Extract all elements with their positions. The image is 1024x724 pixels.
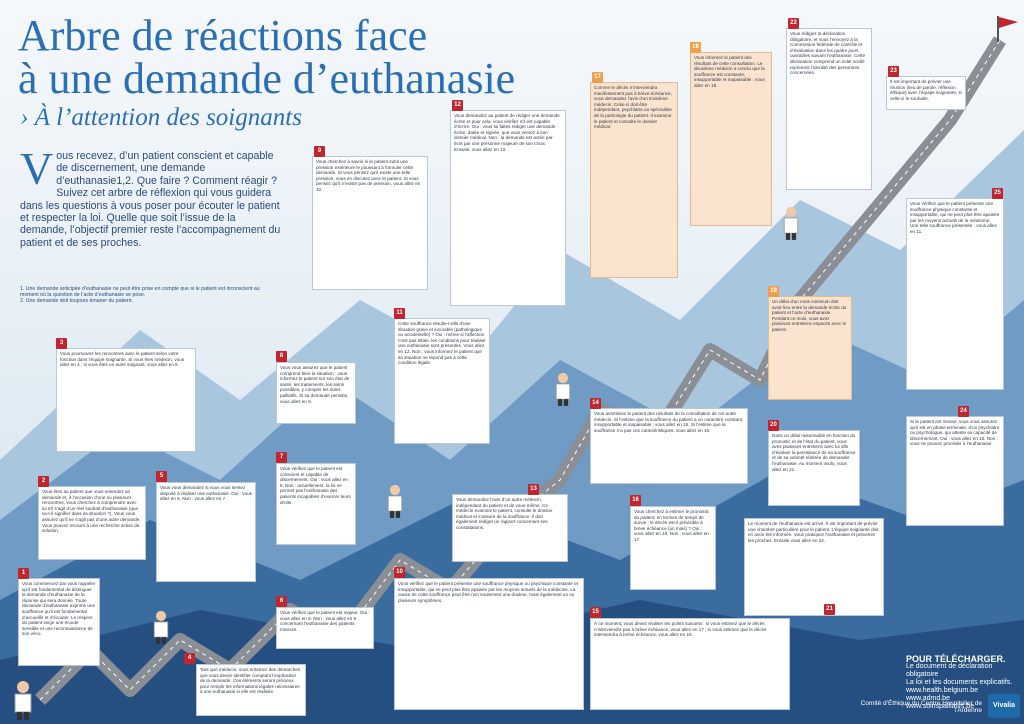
step-box-12: Vous demandez au patient de rédiger une … <box>450 110 566 306</box>
doctor-figure <box>14 681 32 720</box>
step-box-14: Vous avertissez le patient des résultats… <box>590 408 748 484</box>
step-box-18: Vous informez le patient des résultats d… <box>690 52 772 226</box>
doctor-figure <box>783 206 799 240</box>
step-box-25: Vous vérifiez que le patient présente un… <box>906 198 1004 390</box>
step-number: 21 <box>824 604 835 615</box>
step-number: 23 <box>888 66 899 77</box>
step-number: 25 <box>992 188 1003 199</box>
step-box-1: Vous commencez par vous rappeler qu’il e… <box>18 578 100 666</box>
step-number: 10 <box>394 567 405 578</box>
summit-flag-icon <box>997 16 1018 42</box>
step-box-5: Vous vous demandez si vous vous sentez d… <box>156 482 256 582</box>
step-number: 19 <box>768 286 779 297</box>
step-number: 13 <box>528 484 539 495</box>
download-link[interactable]: www.health.belgium.be <box>906 687 978 694</box>
step-number: 6 <box>276 596 287 607</box>
doctor-figure <box>153 610 169 644</box>
drop-cap: V <box>20 143 54 194</box>
step-number: 12 <box>452 100 463 111</box>
step-box-3: Vous poursuivez les rencontres avec le p… <box>56 348 196 452</box>
step-box-4: Tant que médecin, vous entamez des démar… <box>196 664 306 716</box>
doctor-figure <box>555 372 571 406</box>
step-number: 17 <box>592 72 603 83</box>
step-number: 20 <box>768 420 779 431</box>
download-panel: POUR TÉLÉCHARGER. Le document de déclara… <box>906 654 1024 711</box>
step-box-10: Vous vérifiez que le patient présente un… <box>394 578 584 710</box>
step-number: 3 <box>56 338 67 349</box>
step-box-2: Vous êtes au patient que vous entendez s… <box>38 486 146 560</box>
step-number: 24 <box>958 406 969 417</box>
step-box-19: Un délai d’un mois minimum doit avoir li… <box>768 296 852 400</box>
footer-credit: Comité d’Éthique du Centre Hospitalier d… <box>860 700 982 714</box>
step-number: 5 <box>156 471 167 482</box>
step-number: 2 <box>38 476 49 487</box>
download-link[interactable]: www.admd.be <box>906 695 950 702</box>
step-number: 7 <box>276 452 287 463</box>
download-heading: POUR TÉLÉCHARGER. <box>906 654 1006 664</box>
step-box-8: Vous vous assurez que le patient compren… <box>276 362 356 424</box>
vivalia-logo: Vivalia <box>988 694 1020 718</box>
step-box-16: Vous cherchez à estimer le pronostic du … <box>630 506 716 590</box>
footnotes: 1. Une demande anticipée d’euthanasie ne… <box>20 286 260 304</box>
step-number: 11 <box>394 308 405 319</box>
step-box-9: Vous cherchez à savoir si le patient sub… <box>312 156 428 290</box>
step-box-7: Vous vérifiez que le patient est conscie… <box>276 463 356 545</box>
step-box-21: Le moment de l’euthanasie est arrivé. Il… <box>744 518 884 616</box>
step-box-6: Vous vérifiez que le patient est majeur.… <box>276 607 374 649</box>
step-number: 18 <box>690 42 701 53</box>
step-box-13: Vous demandez l’avis d’un autre médecin,… <box>452 494 568 562</box>
step-box-20: Dans un délai raisonnable en fonction du… <box>768 430 860 506</box>
page-subtitle: › À l’attention des soignants <box>20 104 302 131</box>
step-number: 8 <box>276 351 287 362</box>
step-number: 16 <box>630 495 641 506</box>
doctor-figure <box>387 484 403 518</box>
page-title: Arbre de réactions face à une demande d’… <box>18 11 516 103</box>
step-number: 22 <box>788 18 799 29</box>
step-box-22: Vous rédigez la déclaration obligatoire,… <box>786 28 872 190</box>
step-box-15: À ce moment, vous devez réaliser les poi… <box>590 618 790 710</box>
step-box-11: Cette souffrance résulte-t-elle d’une si… <box>394 318 490 444</box>
step-number: 9 <box>314 146 325 157</box>
step-box-24: Si le patient est mineur, vous vous assu… <box>906 416 1004 526</box>
step-box-17: Comme le décès n’interviendra manifestem… <box>590 82 678 278</box>
step-box-23: Il est important de prévoir une réunion … <box>886 76 966 110</box>
download-link[interactable]: www.soinspalliatifs.be <box>906 703 975 710</box>
step-number: 4 <box>184 653 195 664</box>
step-number: 14 <box>590 398 601 409</box>
step-number: 1 <box>18 568 29 579</box>
step-number: 15 <box>590 607 601 618</box>
